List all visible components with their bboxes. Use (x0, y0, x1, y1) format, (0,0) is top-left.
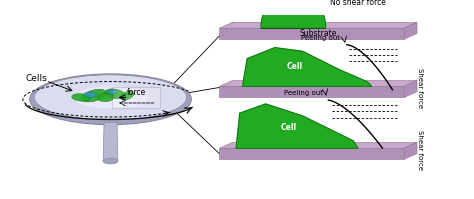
Polygon shape (261, 0, 326, 28)
Text: Peeling out: Peeling out (301, 35, 340, 41)
Polygon shape (404, 81, 417, 98)
Text: No shear force: No shear force (330, 0, 386, 7)
Polygon shape (404, 142, 417, 159)
Ellipse shape (73, 86, 147, 108)
Polygon shape (219, 81, 417, 86)
Ellipse shape (30, 74, 191, 125)
Ellipse shape (103, 158, 118, 164)
Ellipse shape (105, 89, 125, 99)
Ellipse shape (34, 75, 187, 120)
Ellipse shape (82, 89, 107, 102)
Text: Cell: Cell (281, 123, 297, 132)
Polygon shape (219, 148, 404, 159)
Text: Shear force: Shear force (417, 130, 423, 170)
Text: Peeling out: Peeling out (284, 90, 323, 96)
Ellipse shape (120, 91, 134, 100)
Ellipse shape (98, 93, 114, 102)
Text: Shear force: Shear force (417, 68, 423, 108)
Polygon shape (219, 22, 417, 28)
Bar (112, 87, 160, 108)
Polygon shape (243, 48, 372, 86)
Ellipse shape (84, 92, 97, 98)
Ellipse shape (108, 90, 117, 94)
Text: Substrate: Substrate (300, 29, 337, 38)
Polygon shape (404, 22, 417, 39)
Polygon shape (219, 142, 417, 148)
Polygon shape (103, 122, 118, 161)
Ellipse shape (72, 94, 90, 101)
Text: Cell: Cell (287, 61, 303, 71)
Text: Cells: Cells (26, 74, 47, 84)
Polygon shape (236, 104, 358, 148)
Text: force: force (127, 88, 146, 97)
Text: Cell: Cell (287, 5, 303, 14)
Polygon shape (219, 86, 404, 98)
Polygon shape (219, 28, 404, 39)
